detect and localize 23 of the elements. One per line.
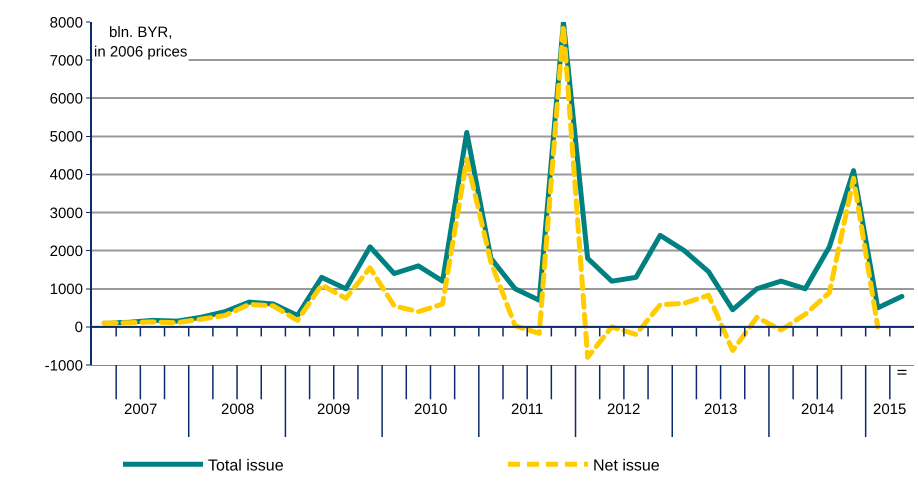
y-tick-label: 6000 (50, 90, 83, 108)
legend-label: Net issue (593, 457, 660, 474)
y-tick-label: 7000 (50, 52, 83, 70)
legend-label: Total issue (208, 457, 284, 474)
y-tick-label: 2000 (50, 242, 83, 260)
text: 2010 (414, 401, 448, 418)
y-tick-label: 0 (74, 319, 83, 336)
text: 2013 (704, 401, 738, 418)
x-tick-label: II (894, 368, 910, 376)
text: 2015 (873, 401, 906, 418)
text: 2008 (221, 401, 254, 418)
y-tick-label: 3000 (50, 204, 83, 222)
text: 2007 (124, 401, 158, 418)
y-tick-label: 5000 (50, 128, 83, 146)
y-tick-label: 8000 (50, 14, 83, 32)
text: 2009 (317, 401, 350, 418)
y-tick-label: 1000 (50, 281, 83, 298)
y-tick-label: 4000 (50, 166, 83, 184)
text: 2011 (511, 401, 544, 418)
text: 2012 (607, 401, 640, 418)
y-tick-label: -1000 (44, 357, 83, 374)
text: 2014 (801, 401, 834, 418)
y-axis-title: bln. BYR, in 2006 prices (94, 24, 188, 60)
